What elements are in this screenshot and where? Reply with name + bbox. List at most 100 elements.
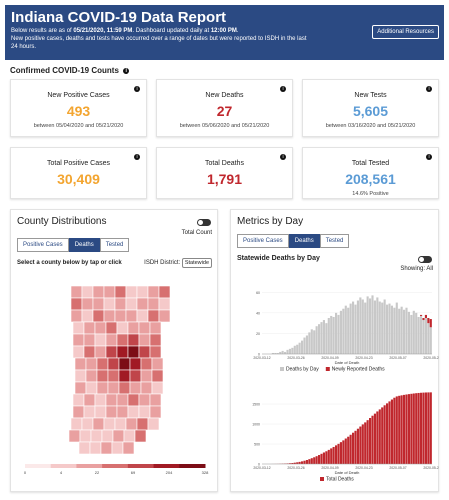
- county-shape: [114, 285, 127, 299]
- info-icon[interactable]: i: [134, 154, 140, 160]
- county-shape: [151, 381, 164, 395]
- daily-deaths-chart[interactable]: 0 20 40 60 2020-03-12 2020-03-26 2020-04-09 202…: [232, 272, 439, 376]
- bar: [412, 393, 415, 464]
- additional-resources-button[interactable]: Additional Resources: [372, 25, 439, 39]
- county-shape: [107, 357, 120, 371]
- county-shape: [92, 417, 105, 431]
- legend-color-step: [50, 464, 77, 468]
- county-shape: [125, 297, 138, 311]
- county-shape: [114, 297, 127, 311]
- card-total-deaths: i Total Deaths 1,791: [156, 147, 293, 199]
- x-tick-label: 2020-05-21: [423, 466, 439, 470]
- county-title: County Distributions: [17, 216, 107, 227]
- page-title: Indiana COVID-19 Data Report: [11, 9, 227, 26]
- county-shape: [103, 309, 116, 323]
- tab-deaths[interactable]: Deaths: [68, 238, 100, 252]
- showing-toggle[interactable]: [418, 256, 432, 263]
- bar: [369, 298, 372, 354]
- bar: [315, 326, 318, 354]
- county-shape: [147, 285, 160, 299]
- bar: [381, 407, 384, 464]
- county-shape: [114, 309, 127, 323]
- bar: [383, 405, 386, 464]
- bar: [429, 319, 432, 328]
- bar: [395, 396, 398, 464]
- bar: [291, 347, 294, 354]
- cumulative-deaths-chart[interactable]: 0 500 1000 1500 2020-03-12 2020-03-26 2020-04-…: [232, 380, 439, 486]
- county-shape: [105, 321, 118, 335]
- card-label: New Tests: [354, 92, 387, 99]
- tab-tested[interactable]: Tested: [319, 234, 350, 248]
- county-shape: [136, 309, 149, 323]
- bar: [429, 392, 432, 464]
- county-shape: [83, 321, 96, 335]
- x-tick-label: 2020-05-21: [423, 356, 439, 360]
- bar: [303, 460, 306, 464]
- card-value: 493: [66, 103, 91, 119]
- legend-tick-label: 4: [60, 470, 63, 475]
- bar: [398, 308, 401, 354]
- info-icon[interactable]: i: [123, 67, 130, 74]
- info-icon[interactable]: i: [280, 86, 286, 92]
- county-shape: [123, 429, 136, 443]
- showing-label: Showing: All: [400, 266, 433, 272]
- legend-tick-label: 22: [95, 470, 100, 475]
- bar: [354, 430, 357, 464]
- card-value: 27: [216, 103, 233, 119]
- county-shape: [74, 369, 87, 383]
- info-icon[interactable]: i: [280, 154, 286, 160]
- info-icon[interactable]: i: [426, 154, 432, 160]
- tab-positive-cases[interactable]: Positive Cases: [17, 238, 69, 252]
- legend-color-step: [179, 464, 206, 468]
- legend-swatch: [320, 477, 324, 481]
- x-axis-label: Date of Death: [335, 470, 360, 475]
- district-select[interactable]: Statewide: [181, 258, 212, 268]
- county-shape: [81, 417, 94, 431]
- county-shape: [118, 381, 131, 395]
- bar: [327, 449, 330, 464]
- county-shape: [127, 345, 140, 359]
- info-icon[interactable]: i: [426, 86, 432, 92]
- county-shape: [118, 357, 131, 371]
- bar: [364, 302, 367, 354]
- as-of-prefix: Below results are as of: [11, 28, 74, 34]
- tab-deaths[interactable]: Deaths: [288, 234, 320, 248]
- district-label: ISDH District:: [144, 260, 181, 266]
- bar: [313, 330, 316, 354]
- card-total-tested: i Total Tested 208,561 14.6% Positive: [302, 147, 439, 199]
- bar: [322, 320, 325, 354]
- bar: [373, 413, 376, 464]
- tab-tested[interactable]: Tested: [99, 238, 130, 252]
- y-tick-label: 500: [254, 443, 260, 447]
- card-value: 30,409: [57, 171, 100, 187]
- total-count-toggle[interactable]: [197, 219, 211, 226]
- bar: [276, 352, 279, 354]
- info-icon[interactable]: i: [134, 86, 140, 92]
- county-shape: [151, 369, 164, 383]
- county-distributions-panel: County Distributions Total Count Positiv…: [10, 209, 218, 492]
- county-shape: [94, 405, 107, 419]
- legend-tick-label: 204: [166, 470, 173, 475]
- tab-positive-cases[interactable]: Positive Cases: [237, 234, 289, 248]
- card-label: Total Deaths: [205, 160, 244, 167]
- bar: [281, 350, 284, 354]
- legend-color-step: [76, 464, 103, 468]
- bar: [298, 342, 301, 354]
- x-axis-label: Date of Death: [335, 360, 360, 365]
- bar: [427, 318, 430, 324]
- county-map[interactable]: 0 4 22 69 204 328: [11, 274, 219, 492]
- bar: [288, 463, 291, 464]
- bar: [332, 446, 335, 464]
- bar: [420, 315, 423, 354]
- bar: [325, 451, 328, 464]
- county-shape: [107, 369, 120, 383]
- bar: [364, 422, 367, 464]
- county-shape: [127, 333, 140, 347]
- bar: [422, 392, 425, 464]
- bar: [315, 456, 318, 464]
- county-shape: [129, 381, 142, 395]
- bar: [286, 349, 289, 354]
- card-total-positive-cases: i Total Positive Cases 30,409: [10, 147, 147, 199]
- bar: [405, 307, 408, 354]
- bar: [301, 340, 304, 354]
